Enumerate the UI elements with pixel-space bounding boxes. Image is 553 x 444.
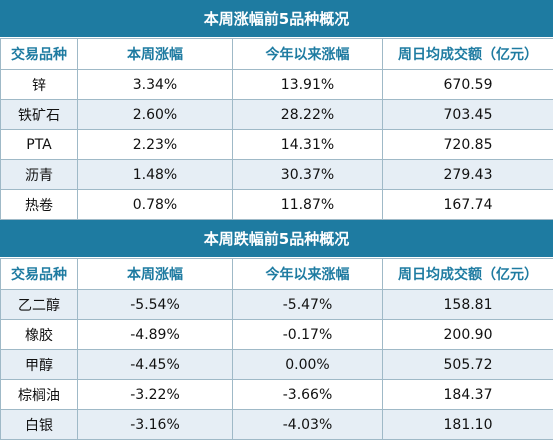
avg-turnover: 720.85 [382, 129, 553, 160]
ytd-change: 11.87% [232, 189, 383, 220]
ytd-change: 30.37% [232, 159, 383, 190]
table-row: 白银 -3.16% -4.03% 181.10 [0, 409, 553, 440]
avg-turnover: 158.81 [382, 289, 553, 320]
top-losers-table: 交易品种 本周涨幅 今年以来涨幅 周日均成交额（亿元） 乙二醇 -5.54% -… [0, 258, 553, 440]
commodity-name: 铁矿石 [0, 99, 78, 130]
commodity-name: 锌 [0, 69, 78, 100]
avg-turnover: 703.45 [382, 99, 553, 130]
header-ytd-change: 今年以来涨幅 [232, 38, 383, 70]
weekly-change: 2.23% [77, 129, 233, 160]
header-weekly-change: 本周涨幅 [77, 38, 233, 70]
avg-turnover: 184.37 [382, 379, 553, 410]
weekly-change: -4.45% [77, 349, 233, 380]
ytd-change: -4.03% [232, 409, 383, 440]
avg-turnover: 279.43 [382, 159, 553, 190]
table-row: 甲醇 -4.45% 0.00% 505.72 [0, 349, 553, 380]
ytd-change: 13.91% [232, 69, 383, 100]
commodity-name: 热卷 [0, 189, 78, 220]
commodity-name: 橡胶 [0, 319, 78, 350]
ytd-change: -3.66% [232, 379, 383, 410]
header-weekly-change: 本周涨幅 [77, 258, 233, 290]
weekly-change: -5.54% [77, 289, 233, 320]
avg-turnover: 200.90 [382, 319, 553, 350]
header-ytd-change: 今年以来涨幅 [232, 258, 383, 290]
commodity-name: 棕榈油 [0, 379, 78, 410]
commodity-name: PTA [0, 129, 78, 160]
table-row: 橡胶 -4.89% -0.17% 200.90 [0, 319, 553, 350]
table-header-row: 交易品种 本周涨幅 今年以来涨幅 周日均成交额（亿元） [0, 258, 553, 290]
weekly-change: 0.78% [77, 189, 233, 220]
table-header-row: 交易品种 本周涨幅 今年以来涨幅 周日均成交额（亿元） [0, 38, 553, 70]
table-row: 沥青 1.48% 30.37% 279.43 [0, 159, 553, 190]
ytd-change: 14.31% [232, 129, 383, 160]
ytd-change: -0.17% [232, 319, 383, 350]
table-row: PTA 2.23% 14.31% 720.85 [0, 129, 553, 160]
avg-turnover: 670.59 [382, 69, 553, 100]
weekly-change: 3.34% [77, 69, 233, 100]
table-row: 热卷 0.78% 11.87% 167.74 [0, 189, 553, 220]
header-avg-turnover: 周日均成交额（亿元） [382, 258, 553, 290]
avg-turnover: 167.74 [382, 189, 553, 220]
header-avg-turnover: 周日均成交额（亿元） [382, 38, 553, 70]
weekly-change: -4.89% [77, 319, 233, 350]
header-commodity: 交易品种 [0, 38, 78, 70]
table-row: 铁矿石 2.60% 28.22% 703.45 [0, 99, 553, 130]
table-row: 乙二醇 -5.54% -5.47% 158.81 [0, 289, 553, 320]
weekly-change: 1.48% [77, 159, 233, 190]
commodity-name: 沥青 [0, 159, 78, 190]
weekly-change: 2.60% [77, 99, 233, 130]
ytd-change: -5.47% [232, 289, 383, 320]
table-row: 锌 3.34% 13.91% 670.59 [0, 69, 553, 100]
top-losers-title: 本周跌幅前5品种概况 [0, 220, 553, 258]
table-row: 棕榈油 -3.22% -3.66% 184.37 [0, 379, 553, 410]
commodity-name: 乙二醇 [0, 289, 78, 320]
ytd-change: 0.00% [232, 349, 383, 380]
top-gainers-title: 本周涨幅前5品种概况 [0, 0, 553, 38]
weekly-change: -3.16% [77, 409, 233, 440]
top-gainers-table: 交易品种 本周涨幅 今年以来涨幅 周日均成交额（亿元） 锌 3.34% 13.9… [0, 38, 553, 220]
weekly-change: -3.22% [77, 379, 233, 410]
avg-turnover: 181.10 [382, 409, 553, 440]
commodity-name: 甲醇 [0, 349, 78, 380]
header-commodity: 交易品种 [0, 258, 78, 290]
ytd-change: 28.22% [232, 99, 383, 130]
commodity-name: 白银 [0, 409, 78, 440]
avg-turnover: 505.72 [382, 349, 553, 380]
